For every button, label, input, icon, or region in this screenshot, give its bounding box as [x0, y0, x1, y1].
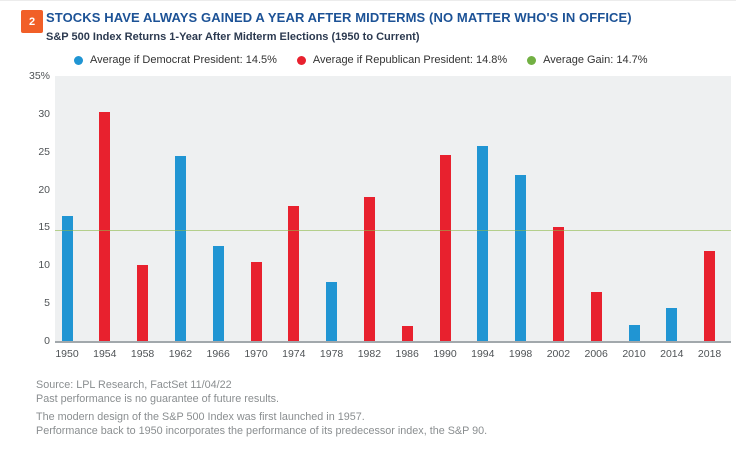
disclaimer-line: Past performance is no guarantee of futu…	[36, 393, 280, 405]
bar-1962	[174, 155, 186, 341]
x-axis-label: 1950	[55, 348, 79, 360]
bar-2018	[704, 250, 716, 341]
bar-1982	[363, 197, 375, 341]
legend-label-average: Average Gain: 14.7%	[543, 54, 648, 66]
republican-dot-icon	[296, 55, 306, 65]
y-axis-label: 35%	[28, 70, 50, 82]
legend-label-democrat: Average if Democrat President: 14.5%	[90, 54, 277, 66]
y-axis-label: 0	[44, 335, 50, 347]
y-axis-label: 10	[38, 259, 50, 272]
x-axis-label: 1998	[508, 348, 533, 360]
bar-1958	[137, 265, 149, 341]
bar-1974	[288, 206, 300, 341]
y-axis-label: 25	[38, 145, 50, 158]
x-axis-label: 1982	[357, 348, 382, 360]
chart-subtitle: S&P 500 Index Returns 1-Year After Midte…	[46, 31, 420, 43]
x-axis-label: 1962	[168, 348, 193, 360]
note-line-1: The modern design of the S&P 500 Index w…	[36, 411, 365, 423]
bar-1966	[212, 246, 224, 341]
x-axis-label: 2006	[584, 348, 608, 360]
x-axis-label: 1966	[206, 348, 230, 360]
chart-title: STOCKS HAVE ALWAYS GAINED A YEAR AFTER M…	[46, 10, 632, 25]
x-axis-label: 1954	[93, 348, 117, 360]
bar-1994	[477, 145, 489, 341]
x-axis-label: 1970	[244, 348, 268, 360]
figure-number-badge: 2	[21, 10, 43, 33]
bar-1950	[61, 216, 73, 341]
average-gain-dot-icon	[527, 55, 537, 65]
y-axis-label: 5	[44, 297, 50, 310]
legend-item-republican: Average if Republican President: 14.8%	[296, 54, 508, 66]
bar-1970	[250, 261, 262, 341]
x-axis-label: 2018	[697, 348, 722, 360]
x-axis-label: 2010	[622, 348, 646, 360]
bar-1998	[515, 175, 527, 341]
x-axis-label: 1978	[319, 348, 344, 360]
x-axis: 1950 1954 1958 1962 1966 1970 1974 1978 1982 1986…	[55, 348, 731, 362]
legend: Average if Democrat President: 14.5% Ave…	[74, 54, 648, 66]
legend-item-average: Average Gain: 14.7%	[527, 54, 648, 66]
y-axis-label: 20	[38, 183, 50, 196]
y-axis-label: 30	[38, 107, 50, 120]
bar-1990	[439, 154, 451, 341]
footnotes: Source: LPL Research, FactSet 11/04/22 P…	[36, 378, 726, 438]
note-line-2: Performance back to 1950 incorporates th…	[36, 425, 488, 437]
source-line: Source: LPL Research, FactSet 11/04/22	[36, 379, 232, 391]
democrat-dot-icon	[74, 55, 83, 65]
legend-item-democrat: Average if Democrat President: 14.5%	[74, 54, 277, 66]
x-axis-label: 2002	[546, 348, 571, 360]
x-axis-label: 1958	[130, 348, 155, 360]
x-axis-label: 1986	[395, 348, 419, 360]
x-axis-label: 1994	[471, 348, 495, 360]
bar-2010	[628, 325, 640, 341]
x-axis-label: 1974	[282, 348, 306, 360]
y-axis: 0 5 10 15 20 25 30 35%	[0, 70, 50, 347]
bar-2002	[552, 226, 564, 341]
bar-chart: 0 5 10 15 20 25 30 35% 1950 1954 1958 1962 1966 1970…	[0, 70, 736, 362]
bar-2006	[590, 291, 602, 341]
x-axis-label: 2014	[660, 348, 684, 360]
legend-label-republican: Average if Republican President: 14.8%	[312, 54, 508, 66]
bar-1954	[99, 111, 111, 341]
bar-1986	[401, 325, 413, 341]
y-axis-label: 15	[38, 221, 50, 234]
bar-1978	[326, 281, 338, 341]
bar-2014	[666, 307, 678, 341]
x-axis-label: 1990	[433, 348, 457, 360]
plot-area	[55, 76, 731, 343]
average-gain-line	[55, 229, 731, 231]
